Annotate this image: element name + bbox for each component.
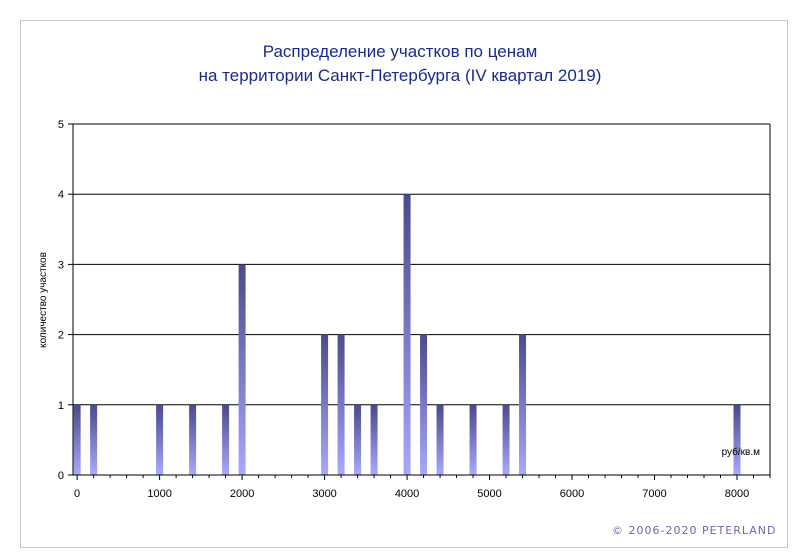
chart-subtitle: на территории Санкт-Петербурга (IV кварт… [198, 66, 602, 85]
y-axis-label: количество участков [38, 252, 49, 348]
bar [321, 334, 329, 475]
x-tick-label: 5000 [477, 488, 501, 500]
x-tick-label: 8000 [725, 488, 749, 500]
y-tick-label: 1 [58, 400, 64, 412]
bar [436, 404, 444, 475]
bar [519, 334, 527, 475]
bar [370, 404, 378, 475]
bars [73, 194, 741, 475]
axes [68, 123, 771, 480]
grid-lines [73, 123, 770, 406]
copyright-notice: © 2006-2020 PETERLAND [612, 524, 777, 537]
y-tick-label: 5 [58, 119, 64, 131]
bar [222, 404, 230, 475]
x-tick-label: 1000 [147, 488, 171, 500]
y-tick-label: 4 [58, 189, 64, 201]
bar [73, 404, 81, 475]
bar [156, 404, 164, 475]
bar [469, 404, 477, 475]
y-tick-label: 3 [58, 259, 64, 271]
bar [403, 194, 411, 475]
bar [90, 404, 98, 475]
bar [354, 404, 362, 475]
x-tick-label: 0 [74, 488, 80, 500]
bar [189, 404, 197, 475]
bar [337, 334, 345, 475]
x-tick-label: 7000 [642, 488, 666, 500]
y-tick-label: 0 [58, 470, 64, 482]
y-tick-labels: 0 1 2 3 4 5 [58, 119, 64, 482]
chart-title: Распределение участков по ценам [262, 42, 538, 61]
bar [733, 404, 741, 475]
x-tick-label: 4000 [395, 488, 419, 500]
x-tick-label: 3000 [312, 488, 336, 500]
x-axis-label: руб/кв.м [722, 446, 761, 458]
bar [420, 334, 428, 475]
y-tick-label: 2 [58, 330, 64, 342]
x-tick-labels: 0 1000 2000 3000 4000 5000 6000 7000 8000 [74, 488, 749, 500]
x-tick-label: 2000 [230, 488, 254, 500]
x-tick-label: 6000 [560, 488, 584, 500]
bar [238, 264, 246, 475]
bar [502, 404, 510, 475]
